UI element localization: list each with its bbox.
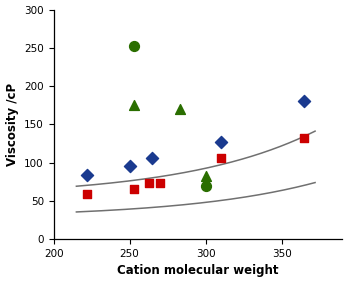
Point — [127, 164, 132, 169]
X-axis label: Cation molecular weight: Cation molecular weight — [117, 264, 279, 277]
Point — [132, 103, 137, 108]
Point — [302, 136, 307, 140]
Y-axis label: Viscosity /cP: Viscosity /cP — [6, 83, 18, 166]
Point — [147, 180, 152, 185]
Point — [218, 140, 224, 144]
Point — [84, 192, 90, 196]
Point — [203, 183, 208, 188]
Point — [157, 180, 163, 185]
Point — [218, 156, 224, 160]
Point — [84, 173, 90, 177]
Point — [132, 187, 137, 192]
Point — [203, 173, 208, 178]
Point — [132, 44, 137, 49]
Point — [302, 99, 307, 104]
Point — [150, 156, 155, 160]
Point — [177, 107, 183, 111]
